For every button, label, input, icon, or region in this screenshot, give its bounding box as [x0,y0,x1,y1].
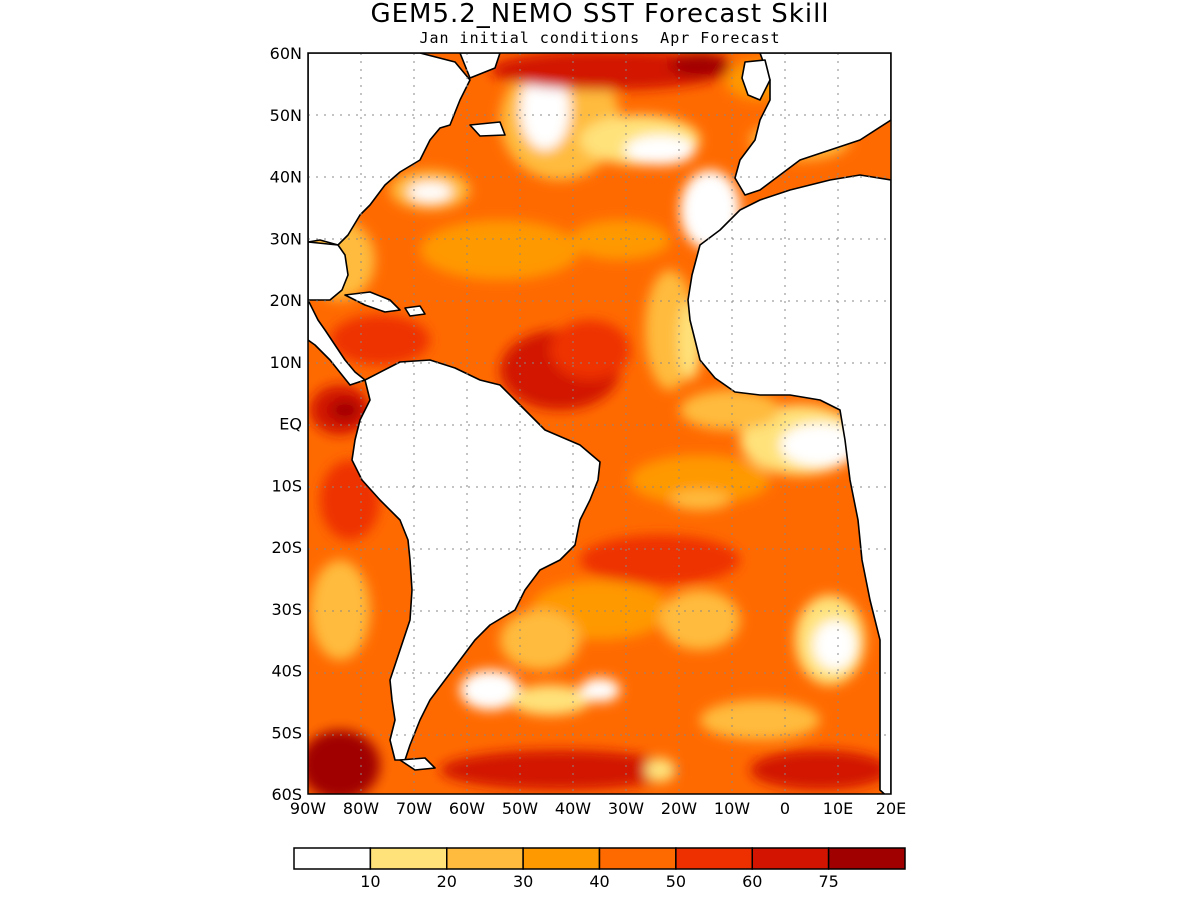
skill-contours [308,53,890,794]
grid-lines [308,53,891,794]
plot-frame [307,52,892,795]
lon-tick-label: 20W [661,799,697,818]
lat-tick-label: 50N [270,106,302,125]
lat-tick-label: 30N [270,229,302,248]
colorbar-label: 30 [513,872,533,891]
colorbar-swatch [598,847,677,870]
lat-tick-label: 20N [270,291,302,310]
colorbar-label: 40 [589,872,609,891]
gulf-coast [308,241,349,301]
lat-tick-label: 20S [271,538,302,557]
british-isles [741,59,771,101]
lon-tick-label: 10E [823,799,853,818]
europe [734,53,891,196]
lat-tick-label: 60N [270,44,302,63]
colorbar-label: 10 [360,872,380,891]
lon-tick-label: 80W [343,799,379,818]
lat-tick-label: 30S [271,600,302,619]
colorbar-swatch [675,847,753,870]
colorbar: 10 20 30 40 50 60 75 [293,847,906,891]
lon-tick-label: 20E [876,799,906,818]
lon-tick-label: 40W [555,799,591,818]
map-title: GEM5.2_NEMO SST Forecast Skill [370,0,830,29]
colorbar-swatch [369,847,448,870]
colorbar-label: 60 [742,872,762,891]
colorbar-label: 75 [818,872,838,891]
central-america [308,299,366,386]
south-america [351,359,601,761]
colorbar-label: 50 [666,872,686,891]
lon-tick-label: 10W [714,799,750,818]
lat-tick-label: 50S [271,723,302,742]
lat-tick-label: 60S [271,785,302,804]
lon-tick-label: 0 [780,799,790,818]
lon-tick-label: 90W [290,799,326,818]
newfoundland [469,121,506,137]
latitude-tick-labels: 60N 50N 40N 30N 20N 10N EQ 10S 20S 30S 40S 50S 60S [270,44,302,804]
cuba [344,291,401,313]
colorbar-swatch [446,847,524,870]
lat-tick-label: 10N [270,353,302,372]
lon-tick-label: 60W [449,799,485,818]
lat-tick-label: EQ [279,415,302,434]
lon-tick-label: 30W [608,799,644,818]
skill-field [308,53,891,794]
lat-tick-label: 40N [270,168,302,187]
lon-tick-label: 50W [502,799,538,818]
tierra-del-fuego [399,757,436,771]
land-masses [308,53,891,794]
africa [687,174,891,794]
colorbar-swatch [827,847,906,870]
lat-tick-label: 10S [271,476,302,495]
colorbar-swatch [293,847,372,870]
colorbar-swatch [751,847,830,870]
colorbar-swatch [522,847,601,870]
map-subtitle: Jan initial conditions Apr Forecast [419,29,781,47]
lat-tick-label: 40S [271,662,302,681]
longitude-tick-labels: 90W 80W 70W 60W 50W 40W 30W 20W 10W 0 10E 20E [290,799,906,818]
hispaniola [404,305,426,317]
lon-tick-label: 70W [396,799,432,818]
colorbar-label: 20 [437,872,457,891]
